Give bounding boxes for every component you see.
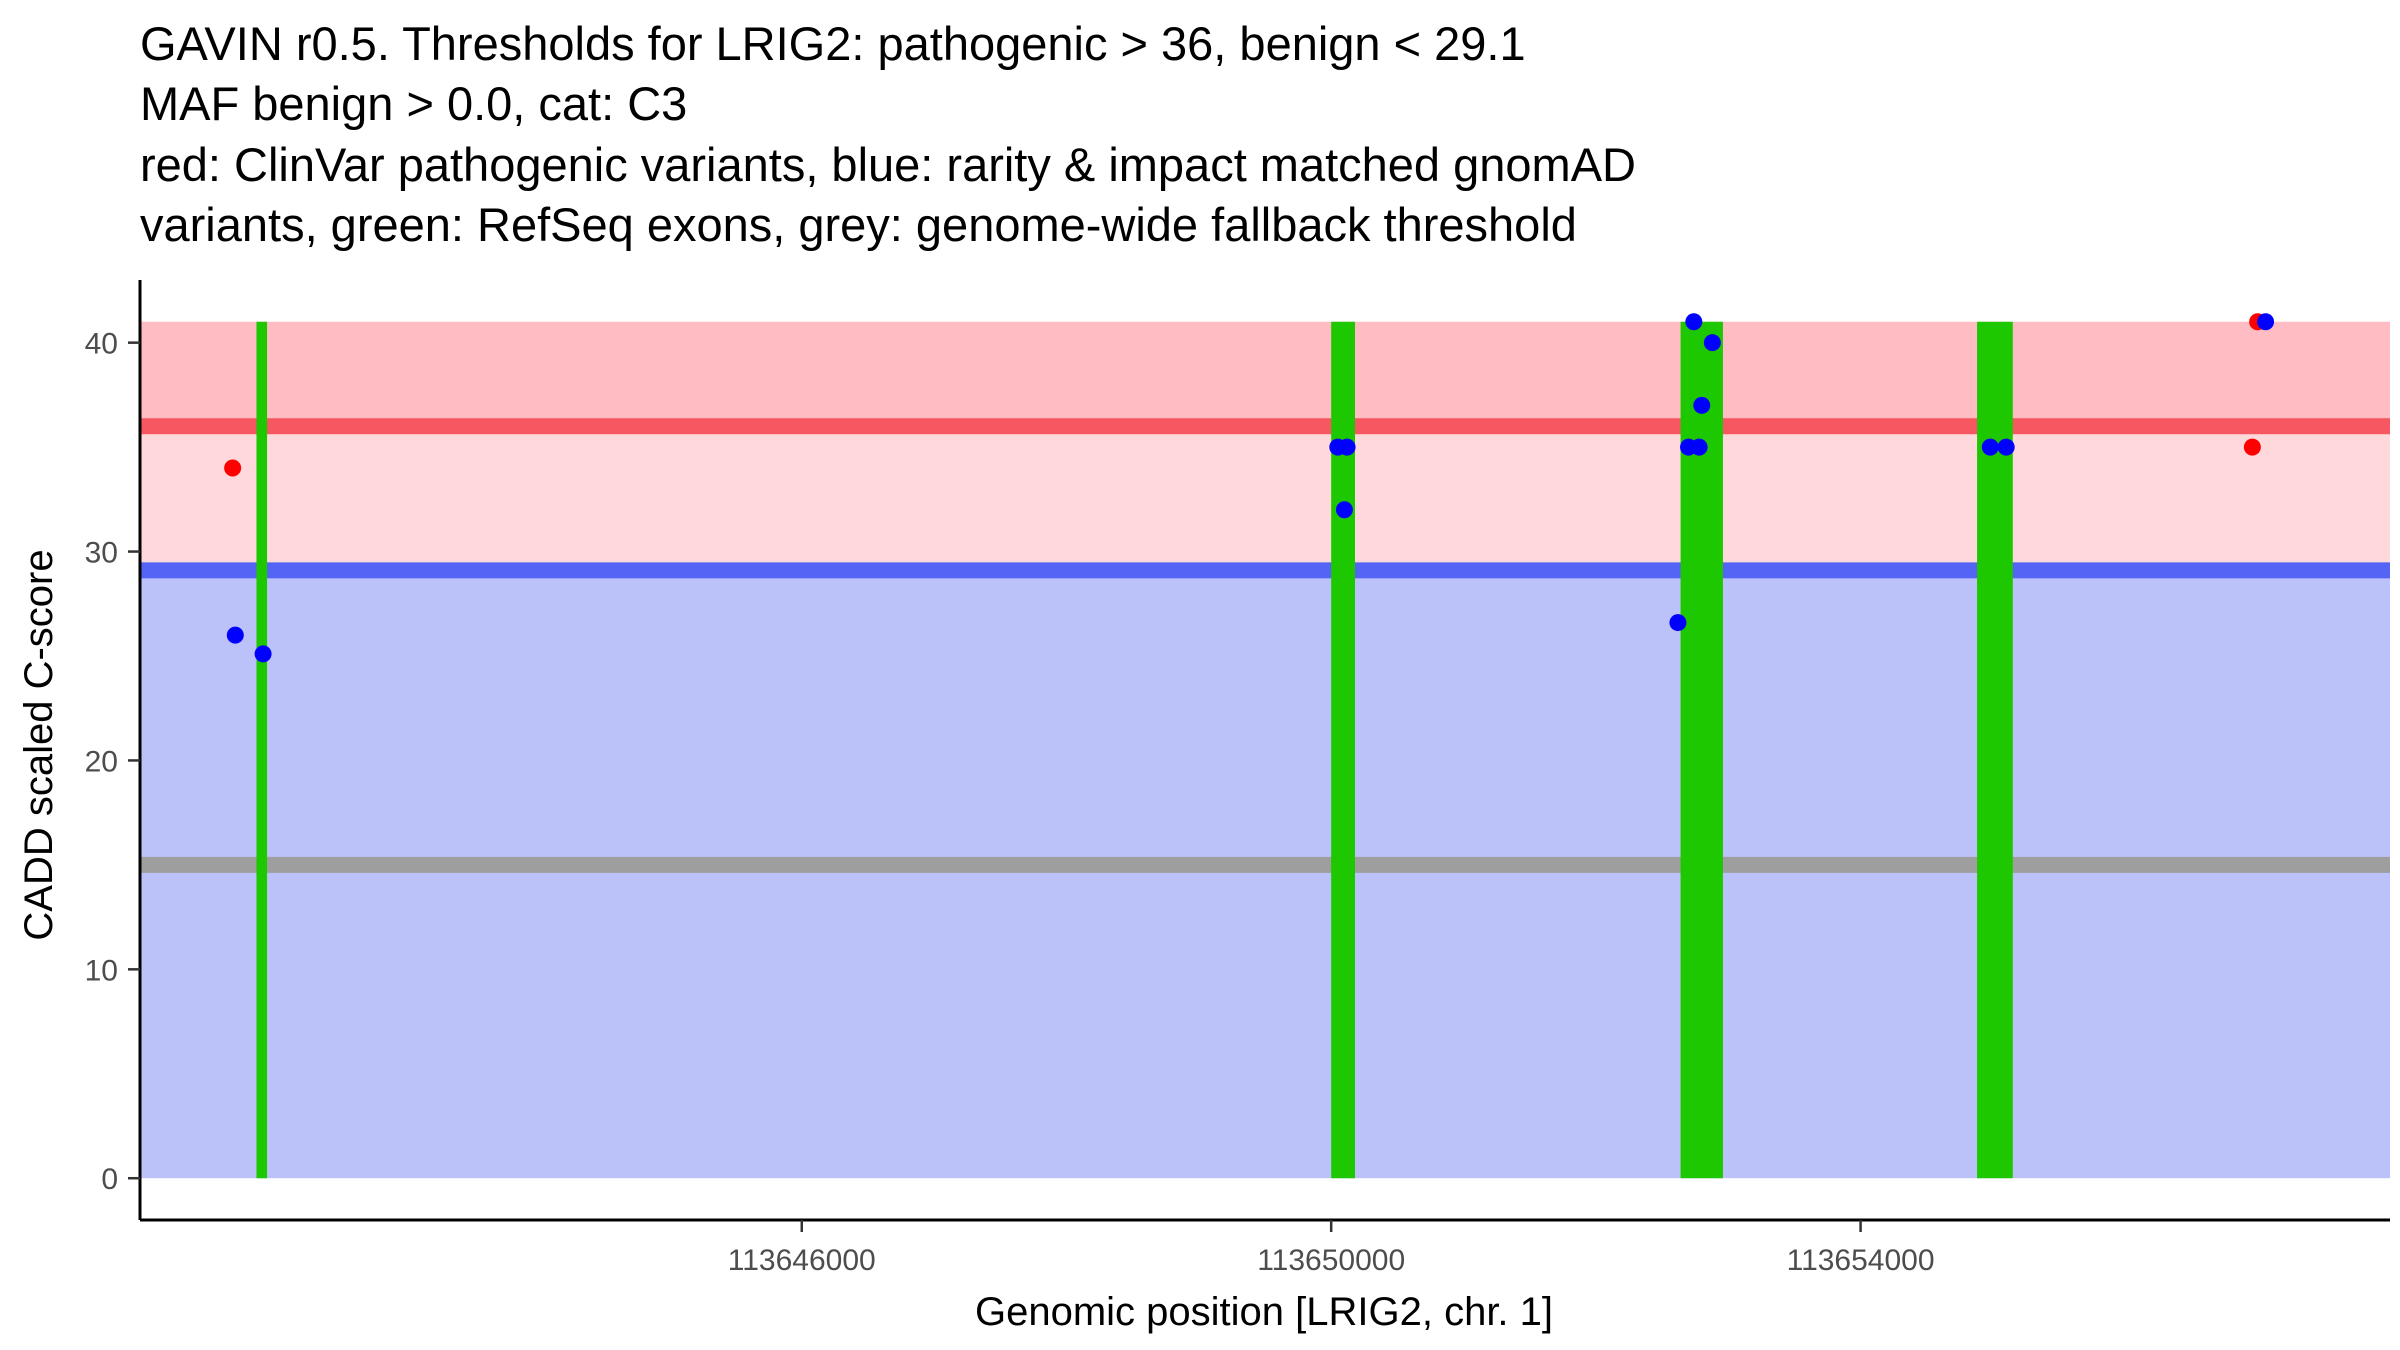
- pathogenic-threshold-line: [140, 418, 2390, 435]
- gnomad-point-14: [2257, 313, 2275, 331]
- gnomad-point-1: [226, 626, 244, 644]
- gnomad-point-2: [254, 645, 272, 663]
- y-tick-label-20: 20: [85, 745, 118, 778]
- y-tick-label-0: 0: [101, 1163, 118, 1196]
- x-axis-title: Genomic position [LRIG2, chr. 1]: [975, 1290, 1553, 1334]
- chart-title-line-3: red: ClinVar pathogenic variants, blue: …: [140, 138, 1636, 191]
- fallback-threshold-line: [140, 856, 2390, 873]
- gnomad-point-13: [1997, 438, 2015, 456]
- plot-area: 0 10 20 30 40 113646000 113650000 113654000: [85, 280, 2390, 1277]
- band-pathogenic-zone-upper: [140, 321, 2390, 427]
- gnomad-point-4: [1338, 438, 1356, 456]
- gnomad-point-11: [1703, 334, 1721, 352]
- exon-bar-2: [1331, 321, 1355, 1179]
- chart-title-line-1: GAVIN r0.5. Thresholds for LRIG2: pathog…: [140, 17, 1526, 70]
- gnomad-point-9: [1690, 438, 1708, 456]
- chart-title-line-2: MAF benign > 0.0, cat: C3: [140, 77, 687, 130]
- y-tick-label-40: 40: [85, 328, 118, 361]
- clinvar-point-1: [224, 459, 242, 477]
- exon-bar-3: [1680, 321, 1723, 1179]
- exon-bar-1: [256, 321, 268, 1179]
- y-tick-label-30: 30: [85, 537, 118, 570]
- x-tick-label-113654000: 113654000: [1787, 1244, 1935, 1277]
- benign-threshold-line: [140, 562, 2390, 579]
- clinvar-point-3: [2243, 438, 2261, 456]
- x-tick-label-113646000: 113646000: [728, 1244, 876, 1277]
- exon-bar-4: [1977, 321, 2013, 1179]
- gnomad-point-7: [1685, 313, 1703, 331]
- gnomad-point-10: [1693, 396, 1711, 414]
- chart-title-line-4: variants, green: RefSeq exons, grey: gen…: [140, 198, 1577, 251]
- y-axis-title: CADD scaled C-score: [17, 549, 61, 940]
- gnomad-point-6: [1669, 614, 1687, 632]
- x-tick-label-113650000: 113650000: [1257, 1244, 1405, 1277]
- y-tick-label-10: 10: [85, 954, 118, 987]
- gnomad-point-12: [1981, 438, 1999, 456]
- gnomad-point-5: [1335, 501, 1353, 519]
- band-benign-zone: [140, 570, 2390, 1179]
